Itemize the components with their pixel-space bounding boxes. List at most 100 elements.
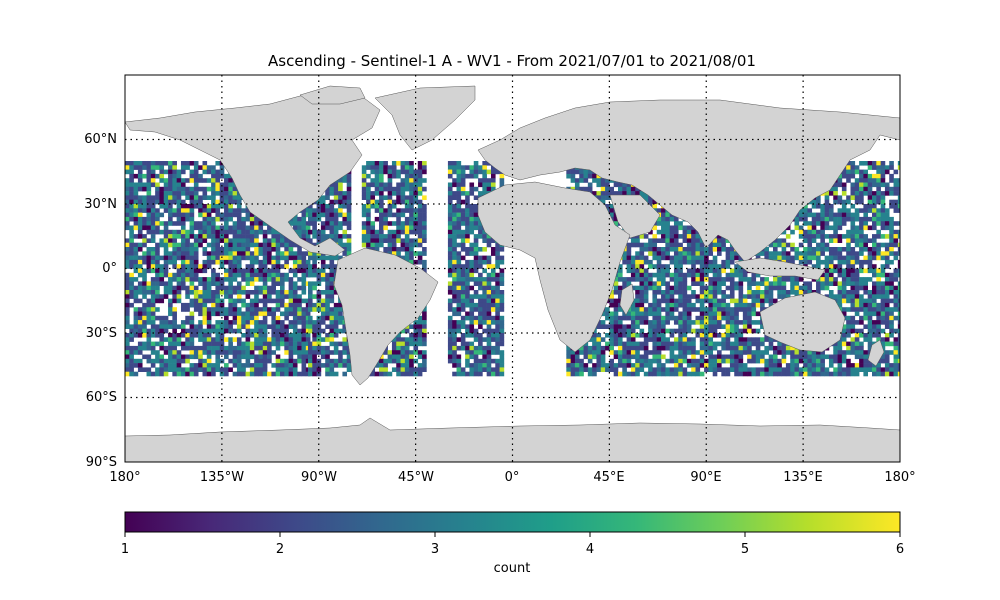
observation-cell: [630, 259, 636, 265]
observation-cell: [699, 268, 705, 274]
observation-cell: [469, 354, 475, 360]
observation-cell: [626, 371, 632, 377]
observation-cell: [630, 333, 636, 338]
observation-cell: [241, 341, 246, 347]
observation-cell: [456, 285, 462, 291]
observation-cell: [129, 225, 134, 231]
observation-cell: [219, 182, 225, 188]
observation-cell: [211, 238, 216, 243]
observation-cell: [387, 221, 393, 226]
observation-cell: [691, 367, 696, 372]
observation-cell: [292, 264, 298, 269]
observation-cell: [729, 320, 735, 325]
observation-cell: [163, 195, 169, 200]
observation-cell: [656, 290, 662, 295]
observation-cell: [254, 307, 259, 312]
observation-cell: [316, 333, 322, 338]
observation-cell: [137, 363, 143, 368]
observation-cell: [211, 255, 216, 261]
observation-cell: [159, 371, 165, 377]
observation-cell: [486, 315, 492, 321]
observation-cell: [721, 238, 726, 243]
observation-cell: [245, 242, 251, 248]
observation-cell: [574, 354, 580, 360]
observation-cell: [482, 234, 487, 239]
observation-cell: [168, 165, 173, 170]
observation-cell: [661, 371, 666, 377]
observation-cell: [652, 225, 658, 231]
observation-cell: [682, 345, 688, 351]
observation-cell: [301, 255, 307, 261]
observation-cell: [626, 259, 632, 265]
observation-cell: [635, 238, 640, 243]
observation-cell: [180, 255, 186, 261]
observation-cell: [320, 264, 326, 269]
observation-cell: [342, 173, 348, 179]
observation-cell: [721, 324, 726, 329]
observation-cell: [320, 345, 326, 351]
observation-cell: [579, 371, 584, 377]
observation-cell: [460, 298, 466, 304]
observation-cell: [325, 363, 330, 368]
observation-cell: [320, 302, 326, 308]
observation-cell: [125, 315, 130, 321]
observation-cell: [413, 341, 419, 347]
observation-cell: [150, 195, 156, 200]
observation-cell: [622, 285, 627, 291]
observation-cell: [280, 298, 285, 304]
observation-cell: [297, 315, 302, 321]
observation-cell: [473, 264, 479, 269]
observation-cell: [254, 302, 259, 308]
observation-cell: [717, 234, 722, 239]
observation-cell: [734, 324, 739, 329]
observation-cell: [206, 345, 212, 351]
observation-cell: [712, 272, 718, 278]
observation-cell: [180, 307, 186, 312]
observation-cell: [656, 350, 662, 355]
observation-cell: [630, 268, 636, 274]
observation-cell: [307, 367, 313, 372]
observation-cell: [125, 182, 130, 188]
observation-cell: [400, 242, 406, 248]
observation-cell: [447, 298, 453, 304]
observation-cell: [232, 238, 238, 243]
observation-cell: [617, 333, 623, 338]
observation-cell: [137, 341, 143, 347]
observation-cell: [146, 165, 152, 170]
observation-cell: [236, 255, 242, 261]
observation-cell: [275, 272, 281, 278]
observation-cell: [661, 229, 666, 235]
observation-cell: [202, 251, 208, 256]
observation-cell: [180, 345, 186, 351]
observation-cell: [478, 358, 483, 364]
observation-cell: [189, 225, 195, 231]
observation-cell: [469, 268, 475, 274]
observation-cell: [400, 169, 406, 175]
observation-cell: [452, 328, 457, 334]
observation-cell: [275, 358, 281, 364]
observation-cell: [150, 307, 156, 312]
observation-cell: [699, 281, 705, 286]
observation-cell: [176, 272, 182, 278]
observation-cell: [460, 307, 466, 312]
observation-cell: [236, 337, 242, 342]
observation-cell: [346, 221, 352, 226]
observation-cell: [422, 216, 427, 222]
observation-cell: [129, 333, 134, 338]
observation-cell: [691, 371, 696, 377]
observation-cell: [189, 191, 195, 196]
observation-cell: [617, 358, 623, 364]
observation-cell: [626, 277, 632, 282]
observation-cell: [379, 199, 384, 205]
observation-cell: [383, 371, 388, 377]
observation-cell: [587, 186, 593, 192]
observation-cell: [609, 341, 614, 347]
observation-cell: [176, 191, 182, 196]
observation-cell: [297, 307, 302, 312]
observation-cell: [301, 285, 307, 291]
observation-cell: [648, 311, 653, 317]
observation-cell: [211, 178, 216, 183]
observation-cell: [717, 247, 722, 252]
observation-cell: [163, 371, 169, 377]
observation-cell: [275, 264, 281, 269]
